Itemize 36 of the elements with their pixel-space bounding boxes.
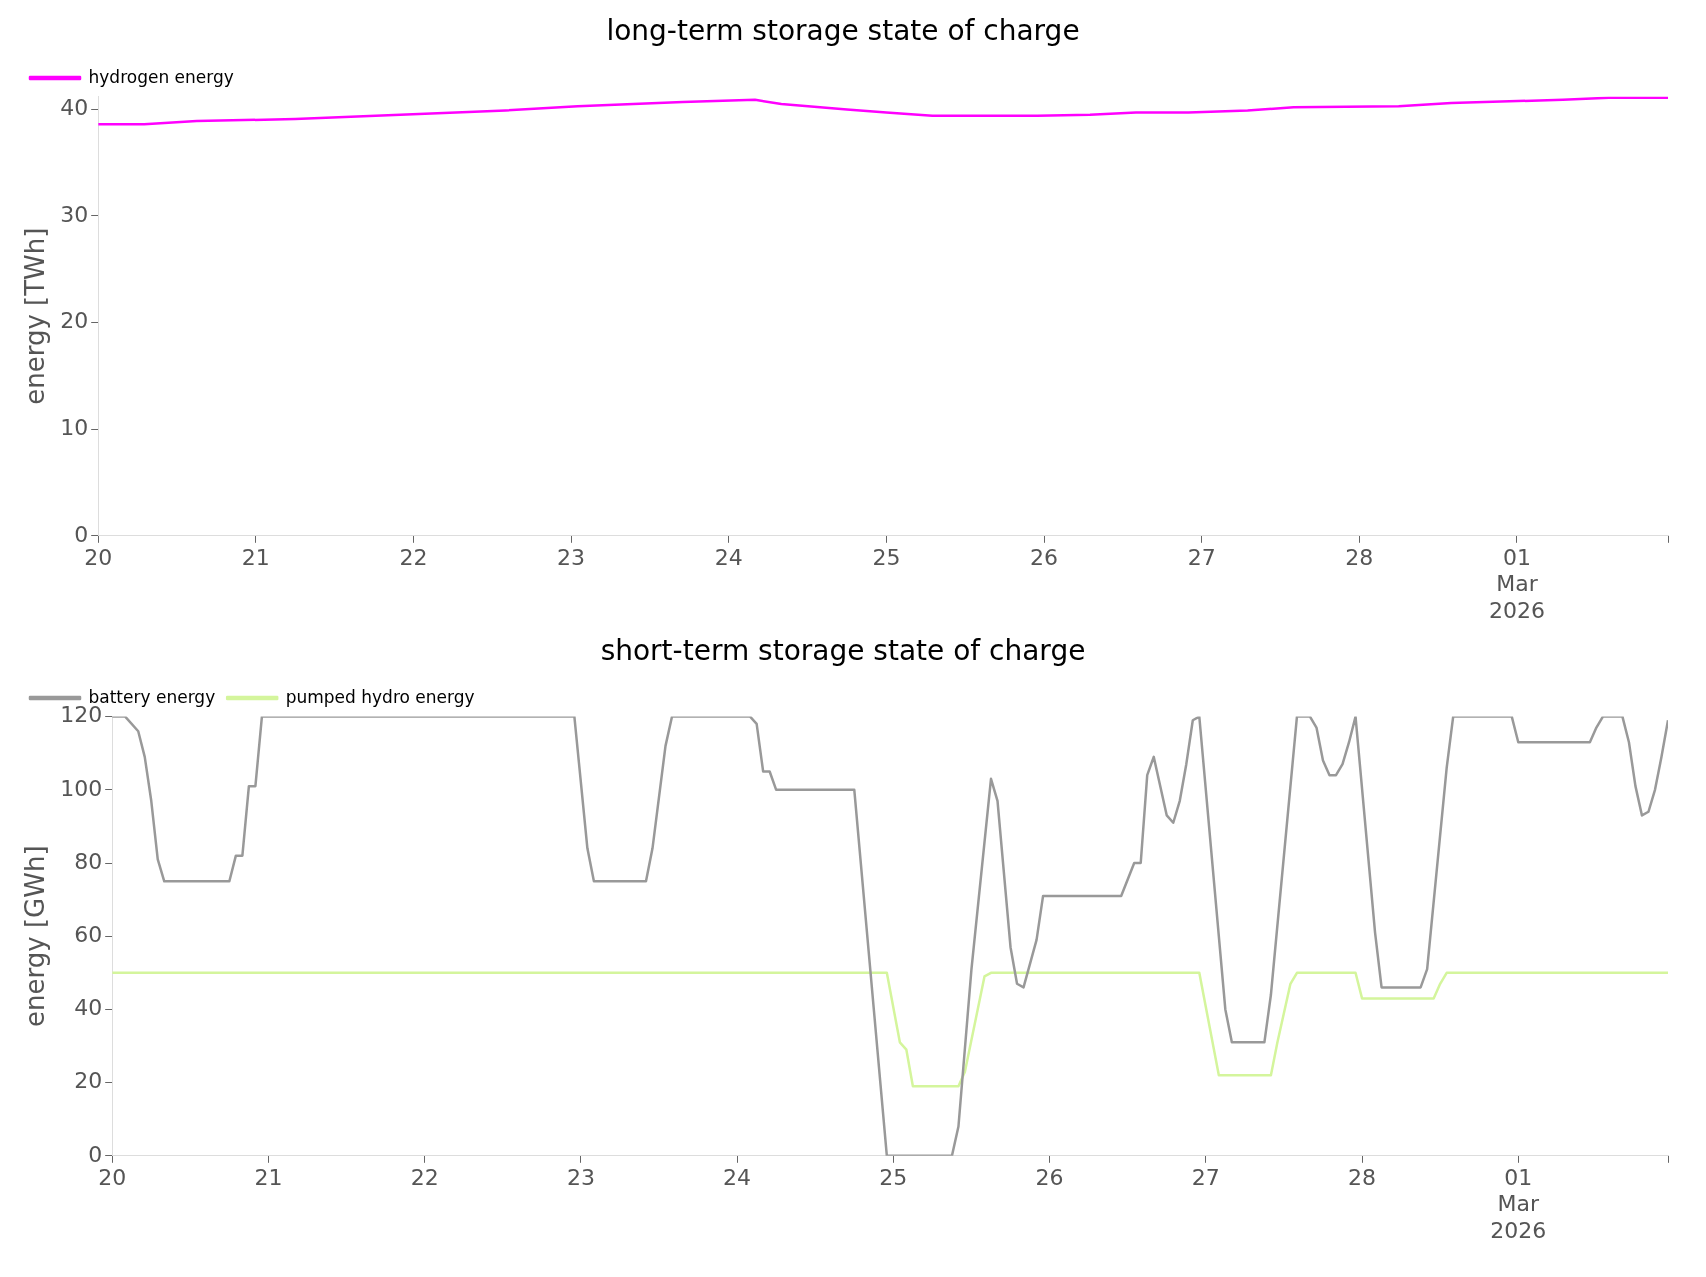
- y-axis-title: energy [GWh]: [20, 845, 51, 1027]
- x-tick-label: 01 Mar 2026: [1488, 544, 1545, 623]
- chart-title: short-term storage state of charge: [600, 634, 1086, 668]
- x-tick-label: 25: [872, 544, 901, 570]
- y-tick-label: 100: [60, 775, 103, 801]
- y-tick-label: 60: [74, 921, 103, 947]
- legend-label: hydrogen energy: [88, 66, 234, 87]
- x-tick-label: 22: [410, 1164, 439, 1190]
- x-tick-label: 21: [254, 1164, 283, 1190]
- y-tick-label: 80: [74, 848, 103, 874]
- y-tick-label: 0: [74, 521, 89, 547]
- x-tick-label: 23: [566, 1164, 595, 1190]
- x-tick-label: 27: [1187, 544, 1216, 570]
- x-tick-label: 28: [1345, 544, 1374, 570]
- y-axis-title: energy [TWh]: [20, 227, 51, 405]
- x-tick-label: 24: [714, 544, 743, 570]
- x-tick-label: 27: [1191, 1164, 1220, 1190]
- x-tick-label: 21: [241, 544, 270, 570]
- y-tick-label: 40: [60, 95, 89, 121]
- y-tick-label: 0: [88, 1141, 103, 1167]
- y-tick-label: 30: [60, 201, 89, 227]
- x-tick-label: 28: [1348, 1164, 1377, 1190]
- x-tick-label: 22: [399, 544, 428, 570]
- y-tick-label: 20: [74, 1068, 103, 1094]
- legend-label: pumped hydro energy: [285, 686, 475, 707]
- y-tick-label: 40: [74, 995, 103, 1021]
- x-tick-label: 24: [723, 1164, 752, 1190]
- x-tick-label: 01 Mar 2026: [1490, 1164, 1547, 1243]
- y-tick-label: 20: [60, 308, 89, 334]
- x-tick-label: 23: [557, 544, 586, 570]
- x-tick-label: 26: [1035, 1164, 1064, 1190]
- x-tick-label: 26: [1030, 544, 1059, 570]
- x-tick-label: 20: [98, 1164, 127, 1190]
- y-tick-label: 10: [60, 414, 89, 440]
- x-tick-label: 25: [879, 1164, 908, 1190]
- chart-title: long-term storage state of charge: [606, 14, 1080, 48]
